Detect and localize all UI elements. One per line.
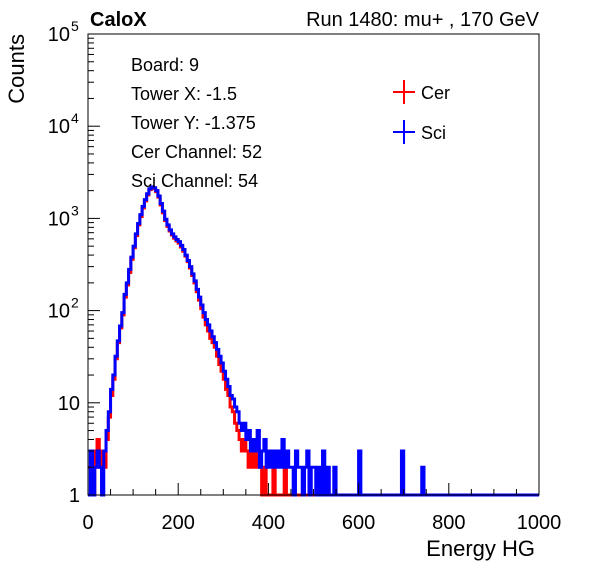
y-tick-exponent: 4 <box>71 110 79 126</box>
y-tick-exponent: 5 <box>71 18 79 34</box>
x-axis-label: Energy HG <box>426 536 535 561</box>
info-box: Board: 9 Tower X: -1.5 Tower Y: -1.375 C… <box>131 55 262 191</box>
series-layer <box>88 185 539 497</box>
y-tick-label: 1 <box>69 485 80 507</box>
y-tick-label: 10 <box>48 208 70 230</box>
x-tick-label: 1000 <box>517 512 562 534</box>
legend-marker-cer <box>393 80 415 104</box>
info-sci-channel: Sci Channel: 54 <box>131 171 258 191</box>
info-tower-x: Tower X: -1.5 <box>131 84 237 104</box>
x-tick-label: 800 <box>432 512 465 534</box>
y-tick-label: 10 <box>58 393 80 415</box>
y-tick-label: 10 <box>48 24 70 46</box>
series-line-sci <box>88 185 539 497</box>
x-tick-label: 200 <box>162 512 195 534</box>
y-tick-label: 10 <box>48 301 70 323</box>
info-cer-channel: Cer Channel: 52 <box>131 142 262 162</box>
legend-label-cer: Cer <box>421 83 450 103</box>
info-tower-y: Tower Y: -1.375 <box>131 113 256 133</box>
plot-frame <box>87 33 540 496</box>
series-line-cer <box>88 186 539 497</box>
header-right-label: Run 1480: mu+ , 170 GeV <box>306 9 540 31</box>
x-tick-label: 0 <box>82 512 93 534</box>
legend: Cer Sci <box>393 80 450 144</box>
y-axis-label: Counts <box>4 34 29 104</box>
info-board: Board: 9 <box>131 55 199 75</box>
header-left-label: CaloX <box>90 9 147 31</box>
legend-marker-sci <box>393 120 415 144</box>
y-tick-exponent: 2 <box>71 295 79 311</box>
x-tick-label: 400 <box>252 512 285 534</box>
x-tick-label: 600 <box>342 512 375 534</box>
legend-label-sci: Sci <box>421 123 446 143</box>
y-tick-exponent: 3 <box>71 202 79 218</box>
y-tick-label: 10 <box>48 116 70 138</box>
